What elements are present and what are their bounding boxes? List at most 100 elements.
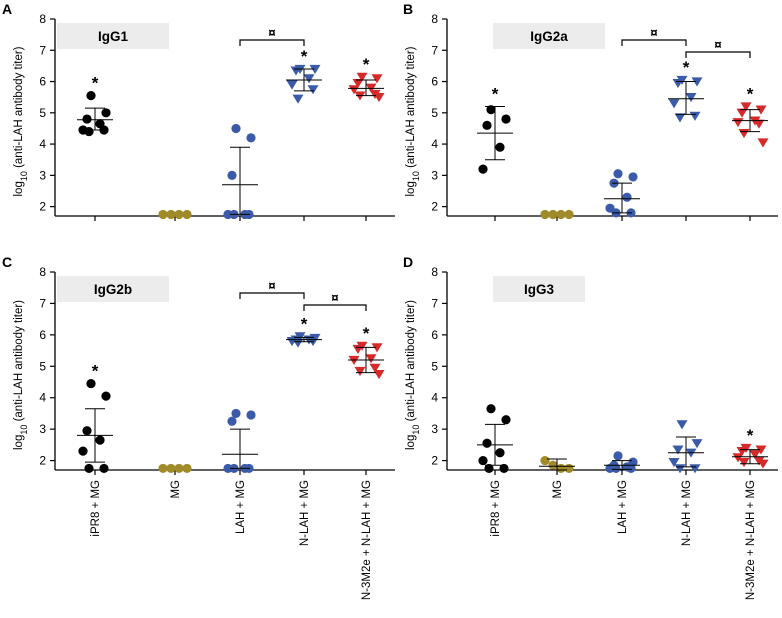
data-point	[231, 123, 241, 134]
bracket-symbol: ¤	[268, 278, 275, 293]
panel-b: B IgG2a 2 3 4 5 6 7 8 log10 (anti-LAH antibody ti…	[403, 1, 778, 221]
y-tick-label: 7	[431, 43, 438, 57]
data-point	[622, 192, 632, 202]
data-point	[227, 416, 237, 426]
y-label-log: log	[405, 435, 417, 450]
data-point	[613, 451, 623, 461]
series-0: *	[477, 85, 513, 174]
x-tick-label: N-LAH + MG	[681, 480, 693, 546]
series-0: *	[77, 74, 113, 137]
data-point	[674, 464, 686, 474]
bracket-line	[685, 51, 751, 58]
series-1	[158, 463, 192, 474]
data-point	[158, 463, 168, 474]
significance-star: *	[92, 74, 99, 93]
data-point	[738, 129, 750, 139]
data-point	[540, 455, 550, 466]
y-tick-label: 8	[431, 12, 438, 26]
data-point	[689, 464, 701, 474]
x-tick-label: LAH + MG	[235, 480, 247, 534]
bracket-symbol: ¤	[331, 290, 338, 305]
panel-a: A IgG1 2 3 4 5 6 7 8 log10 (anti-LAH antibody tit…	[2, 1, 395, 221]
data-point	[486, 404, 496, 414]
data-point	[668, 99, 680, 109]
data-point	[303, 74, 315, 84]
y-tick-label: 3	[39, 422, 46, 436]
data-point	[689, 111, 701, 121]
data-point	[246, 410, 256, 420]
data-point	[371, 343, 383, 353]
y-label-subscript: 10	[19, 425, 29, 435]
data-point	[373, 93, 385, 103]
data-point	[613, 169, 623, 179]
panel-letter: B	[403, 1, 413, 17]
series-0	[477, 404, 513, 474]
panel-title: IgG1	[98, 29, 128, 44]
data-point	[540, 209, 550, 220]
bracket-line	[303, 304, 367, 311]
y-label-log: log	[13, 435, 25, 450]
data-point	[182, 209, 192, 220]
y-tick-label: 7	[39, 43, 46, 57]
y-tick-label: 5	[431, 106, 438, 120]
significance-star: *	[747, 426, 754, 445]
significance-star: *	[363, 55, 370, 74]
data-point	[548, 460, 558, 470]
y-tick-label: 4	[39, 391, 46, 405]
y-label-rest: (anti-LAH antibody titer)	[13, 300, 25, 425]
data-point	[292, 338, 304, 348]
y-tick-label: 5	[431, 359, 438, 373]
data-point	[674, 113, 686, 123]
x-tick-label: MG	[552, 480, 564, 499]
title-box	[57, 276, 169, 302]
data-point	[556, 463, 566, 474]
comparison-bracket: ¤	[685, 37, 751, 58]
series-4: *	[348, 55, 385, 103]
data-point	[564, 209, 574, 220]
series-1	[539, 455, 575, 474]
data-point	[668, 458, 680, 468]
data-point	[86, 91, 96, 101]
data-point	[369, 363, 381, 373]
y-tick-label: 6	[39, 75, 46, 89]
data-point	[348, 85, 360, 95]
data-point	[482, 438, 492, 448]
data-point	[736, 108, 748, 118]
title-box	[493, 276, 585, 302]
series-1	[540, 209, 574, 220]
x-tick-label: MG	[170, 480, 182, 499]
y-label-log: log	[13, 181, 25, 196]
data-point	[740, 102, 752, 112]
data-point	[628, 172, 638, 182]
comparison-bracket: ¤	[621, 25, 687, 46]
data-point	[499, 463, 509, 474]
data-point	[286, 80, 298, 90]
bracket-line	[239, 292, 305, 299]
bracket-symbol: ¤	[714, 37, 721, 52]
panel-d: D IgG3 2 3 4 5 6 7 8 log10 (anti-LAH antibody tit…	[403, 254, 778, 600]
data-point	[356, 72, 368, 82]
y-tick-label: 3	[39, 168, 46, 182]
data-point	[182, 463, 192, 474]
data-point	[371, 74, 383, 84]
bracket-symbol: ¤	[650, 25, 657, 40]
data-point	[101, 108, 111, 118]
series-2	[604, 169, 640, 218]
series-2	[222, 123, 258, 220]
data-point	[501, 415, 511, 425]
data-point	[564, 463, 574, 474]
data-point	[548, 209, 558, 220]
panel-c: C IgG2b 2 3 4 5 6 7 8 log10 (anti-LAH antibody ti…	[2, 254, 395, 600]
y-tick-label: 3	[431, 168, 438, 182]
y-tick-label: 6	[39, 328, 46, 342]
data-point	[676, 420, 688, 430]
panel-letter: A	[2, 1, 12, 17]
y-tick-label: 4	[431, 137, 438, 151]
data-point	[486, 105, 496, 115]
title-box	[57, 23, 169, 49]
data-point	[753, 119, 765, 129]
data-point	[174, 463, 184, 474]
data-point	[101, 391, 111, 401]
y-tick-label: 8	[431, 265, 438, 279]
x-tick-label: LAH + MG	[617, 480, 629, 534]
